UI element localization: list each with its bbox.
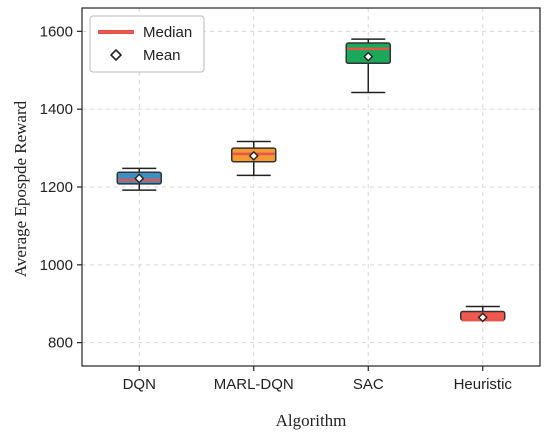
y-axis-title: Average Epospde Reward	[11, 100, 30, 277]
y-tick-label: 800	[48, 335, 73, 352]
legend-mean-swatch	[109, 48, 123, 62]
legend-mean-label: Mean	[143, 47, 181, 64]
x-tick-label: SAC	[353, 376, 384, 393]
y-tick-label: 1000	[40, 257, 73, 274]
x-axis-title: Algorithm	[276, 411, 347, 430]
mean-marker	[363, 51, 374, 62]
x-tick-label: Heuristic	[454, 376, 513, 393]
x-axis-ticks: DQN MARL-DQN SAC Heuristic	[123, 366, 513, 393]
mean-marker	[248, 150, 259, 161]
box-heuristic	[460, 305, 506, 323]
legend-median-label: Median	[143, 24, 192, 41]
mean-marker	[477, 312, 488, 323]
mean-marker	[134, 173, 145, 184]
y-tick-label: 1200	[40, 179, 73, 196]
y-axis-ticks: 800 1000 1200 1400 1600	[40, 23, 82, 352]
legend: Median Mean	[89, 15, 205, 73]
y-tick-label: 1400	[40, 101, 73, 118]
box-dqn	[116, 167, 162, 191]
x-tick-label: MARL-DQN	[214, 376, 294, 393]
box-sac	[345, 38, 391, 94]
box-marl-dqn	[231, 140, 277, 177]
x-tick-label: DQN	[123, 376, 156, 393]
boxes	[116, 38, 506, 323]
y-tick-label: 1600	[40, 23, 73, 40]
